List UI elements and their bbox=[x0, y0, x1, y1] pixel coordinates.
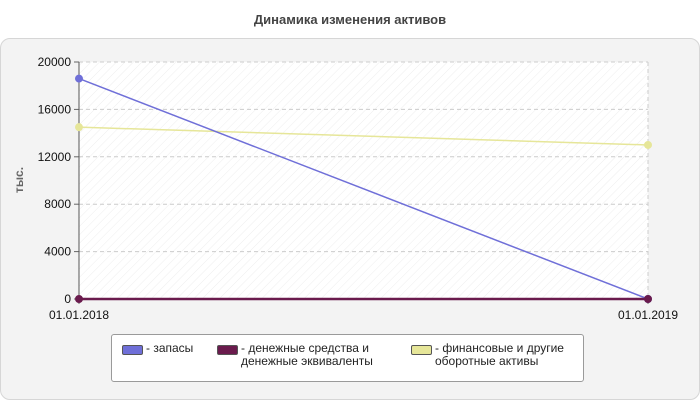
plot-area bbox=[79, 62, 648, 299]
x-tick-label-1: 01.01.2019 bbox=[618, 308, 678, 322]
series-1-point-1 bbox=[644, 295, 652, 303]
legend-item-other-assets: - финансовые и другие оборотные активы bbox=[411, 342, 564, 368]
legend-item-cash: - денежные средства и денежные эквивален… bbox=[217, 342, 373, 368]
legend-label-inventory: - запасы bbox=[146, 341, 194, 355]
y-tick-label-0: 0 bbox=[64, 292, 71, 306]
legend-label-other-assets: - финансовые и другие оборотные активы bbox=[435, 341, 564, 368]
series-0-point-0 bbox=[75, 74, 83, 83]
legend-swatch-inventory bbox=[122, 345, 143, 355]
x-tick-label-0: 01.01.2018 bbox=[49, 308, 109, 322]
legend-label-cash: - денежные средства и денежные эквивален… bbox=[241, 341, 373, 368]
series-2-point-1 bbox=[644, 140, 652, 149]
legend-item-inventory: - запасы bbox=[122, 342, 193, 355]
series-1-point-0 bbox=[75, 295, 83, 303]
legend-swatch-other-assets bbox=[411, 345, 432, 355]
series-line-2 bbox=[78, 126, 649, 146]
chart-title: Динамика изменения активов bbox=[253, 12, 447, 27]
y-tick-label-4000: 4000 bbox=[44, 245, 71, 259]
legend: - запасы - денежные средства и денежные … bbox=[111, 334, 584, 382]
y-axis-title: тыс. bbox=[12, 167, 26, 193]
y-tick-label-8000: 8000 bbox=[44, 197, 71, 211]
legend-swatch-cash bbox=[217, 345, 238, 355]
series-2-point-0 bbox=[75, 123, 83, 132]
y-tick-label-20000: 20000 bbox=[38, 55, 72, 69]
y-tick-label-12000: 12000 bbox=[38, 150, 72, 164]
y-tick-label-16000: 16000 bbox=[38, 102, 72, 116]
series-line-0 bbox=[78, 77, 649, 300]
